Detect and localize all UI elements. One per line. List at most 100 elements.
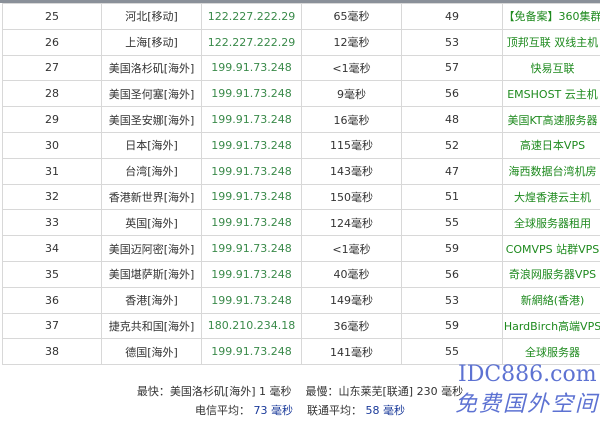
slowest-location: 山东莱芜[联通] (338, 385, 414, 398)
sponsor-link[interactable]: 【免备案】360集群 (502, 3, 600, 30)
ttl: 55 (401, 338, 503, 366)
location: 美国迈阿密[海外] (101, 235, 202, 262)
ping-results-table: 25 河北[移动] 122.227.222.29 65毫秒 49 【免备案】360集群 26… (2, 3, 600, 366)
sponsor-link[interactable]: 新網絡(香港) (502, 286, 600, 314)
response-time: 141毫秒 (301, 338, 402, 366)
telecom-avg-label: 电信平均： (195, 404, 250, 417)
ip-address: 180.210.234.18 (201, 312, 302, 340)
sponsor-link[interactable]: 奇浪网服务器VPS (502, 260, 600, 288)
sponsor-link[interactable]: 海西数据台湾机房 (502, 157, 600, 185)
fastest-location: 美国洛杉矶[海外] (169, 385, 256, 398)
sponsor-link[interactable]: 全球服务器租用 (502, 209, 600, 237)
table-row: 29 美国圣安娜[海外] 199.91.73.248 16毫秒 48 美国KT高速服务器 (2, 106, 600, 133)
row-number: 36 (2, 286, 102, 314)
slowest-label: 最慢： (305, 385, 339, 398)
ttl: 49 (401, 3, 503, 30)
watermark-logo-subtitle: 免费国外空间 (455, 392, 600, 417)
row-number: 25 (2, 3, 102, 30)
location: 美国洛杉矶[海外] (101, 54, 202, 82)
sponsor-link[interactable]: HardBirch高端VPS (502, 312, 600, 340)
ip-address: 199.91.73.248 (201, 183, 302, 211)
ip-address: 199.91.73.248 (201, 106, 302, 133)
location: 台湾[海外] (101, 157, 202, 185)
unicom-avg-label: 联通平均： (307, 404, 362, 417)
response-time: <1毫秒 (301, 54, 402, 82)
ttl: 53 (401, 28, 503, 56)
ttl: 57 (401, 54, 503, 82)
ip-address: 199.91.73.248 (201, 131, 302, 159)
sponsor-link[interactable]: EMSHOST 云主机 (502, 80, 600, 108)
response-time: 40毫秒 (301, 260, 402, 288)
response-time: 12毫秒 (301, 28, 402, 56)
response-time: 65毫秒 (301, 3, 402, 30)
row-number: 29 (2, 106, 102, 133)
row-number: 33 (2, 209, 102, 237)
ip-address: 199.91.73.248 (201, 209, 302, 237)
sponsor-link[interactable]: 顶邦互联 双线主机 (502, 28, 600, 56)
location: 捷克共和国[海外] (101, 312, 202, 340)
row-number: 34 (2, 235, 102, 262)
ttl: 59 (401, 235, 503, 262)
ttl: 59 (401, 312, 503, 340)
ttl: 56 (401, 260, 503, 288)
ip-address: 199.91.73.248 (201, 338, 302, 366)
ip-address: 122.227.222.29 (201, 28, 302, 56)
table-row: 36 香港[海外] 199.91.73.248 149毫秒 53 新網絡(香港) (2, 286, 600, 314)
location: 英国[海外] (101, 209, 202, 237)
watermark-logo: IDC886.com (458, 362, 597, 387)
row-number: 31 (2, 157, 102, 185)
location: 美国圣何塞[海外] (101, 80, 202, 108)
location: 美国圣安娜[海外] (101, 106, 202, 133)
fastest-value: 1 毫秒 (259, 385, 292, 398)
ip-address: 199.91.73.248 (201, 260, 302, 288)
ttl: 51 (401, 183, 503, 211)
table-row: 37 捷克共和国[海外] 180.210.234.18 36毫秒 59 HardBirch… (2, 312, 600, 340)
ttl: 55 (401, 209, 503, 237)
sponsor-link[interactable]: 快易互联 (502, 54, 600, 82)
slowest-value: 230 毫秒 (416, 385, 464, 398)
ttl: 56 (401, 80, 503, 108)
sponsor-link[interactable]: 美国KT高速服务器 (502, 106, 600, 133)
table-row: 38 德国[海外] 199.91.73.248 141毫秒 55 全球服务器 (2, 338, 600, 366)
row-number: 32 (2, 183, 102, 211)
location: 香港新世界[海外] (101, 183, 202, 211)
ip-address: 122.227.222.29 (201, 3, 302, 30)
ip-address: 199.91.73.248 (201, 54, 302, 82)
ip-address: 199.91.73.248 (201, 235, 302, 262)
location: 河北[移动] (101, 3, 202, 30)
response-time: 143毫秒 (301, 157, 402, 185)
table-row: 35 美国堪萨斯[海外] 199.91.73.248 40毫秒 56 奇浪网服务器VPS (2, 260, 600, 288)
ip-address: 199.91.73.248 (201, 80, 302, 108)
ttl: 53 (401, 286, 503, 314)
table-row: 34 美国迈阿密[海外] 199.91.73.248 <1毫秒 59 COMVPS 站群V… (2, 235, 600, 262)
sponsor-link[interactable]: COMVPS 站群VPS (502, 235, 600, 262)
table-row: 28 美国圣何塞[海外] 199.91.73.248 9毫秒 56 EMSHOST 云主机 (2, 80, 600, 108)
response-time: 9毫秒 (301, 80, 402, 108)
response-time: <1毫秒 (301, 235, 402, 262)
table-row: 33 英国[海外] 199.91.73.248 124毫秒 55 全球服务器租用 (2, 209, 600, 237)
fastest-label: 最快： (136, 385, 170, 398)
table-row: 25 河北[移动] 122.227.222.29 65毫秒 49 【免备案】360集群 (2, 3, 600, 30)
ttl: 48 (401, 106, 503, 133)
row-number: 26 (2, 28, 102, 56)
response-time: 115毫秒 (301, 131, 402, 159)
row-number: 27 (2, 54, 102, 82)
row-number: 38 (2, 338, 102, 366)
location: 香港[海外] (101, 286, 202, 314)
sponsor-link[interactable]: 高速日本VPS (502, 131, 600, 159)
row-number: 30 (2, 131, 102, 159)
row-number: 37 (2, 312, 102, 340)
table-row: 30 日本[海外] 199.91.73.248 115毫秒 52 高速日本VPS (2, 131, 600, 159)
ttl: 47 (401, 157, 503, 185)
sponsor-link[interactable]: 大煌香港云主机 (502, 183, 600, 211)
sponsor-link[interactable]: 全球服务器 (502, 338, 600, 366)
location: 日本[海外] (101, 131, 202, 159)
telecom-avg-value: 73 毫秒 (253, 404, 294, 417)
table-row: 31 台湾[海外] 199.91.73.248 143毫秒 47 海西数据台湾机房 (2, 157, 600, 185)
ip-address: 199.91.73.248 (201, 286, 302, 314)
location: 德国[海外] (101, 338, 202, 366)
response-time: 150毫秒 (301, 183, 402, 211)
location: 上海[移动] (101, 28, 202, 56)
response-time: 16毫秒 (301, 106, 402, 133)
table-row: 27 美国洛杉矶[海外] 199.91.73.248 <1毫秒 57 快易互联 (2, 54, 600, 82)
